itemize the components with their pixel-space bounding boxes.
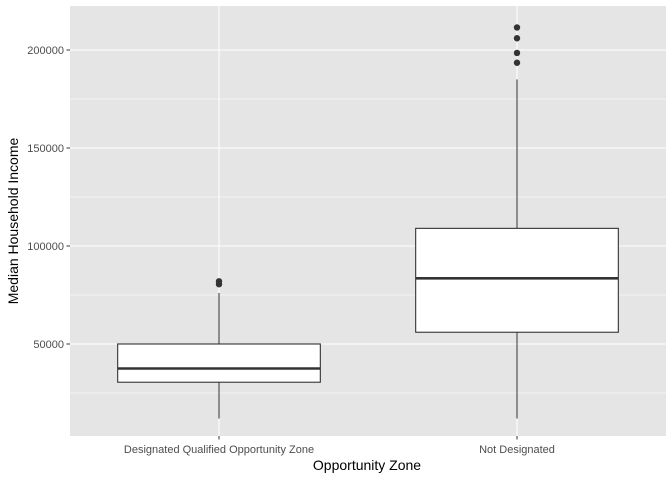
minor-gridlines bbox=[70, 98, 666, 394]
boxplot-2 bbox=[415, 24, 619, 419]
x-tick-label: Not Designated bbox=[479, 444, 555, 456]
box-series bbox=[117, 24, 619, 419]
iqr-box bbox=[415, 227, 619, 333]
outlier-point bbox=[513, 59, 521, 66]
outlier-point bbox=[513, 24, 521, 31]
boxplot-1 bbox=[117, 278, 321, 419]
y-tick-label: 100000 bbox=[27, 241, 64, 253]
y-tick-label: 50000 bbox=[33, 339, 64, 351]
outlier-point bbox=[513, 35, 521, 42]
y-axis: 50000 100000 150000 200000 bbox=[27, 45, 70, 351]
outlier-point bbox=[215, 278, 223, 285]
y-axis-title: Median Household Income bbox=[5, 138, 21, 305]
y-tick-label: 150000 bbox=[27, 143, 64, 155]
x-tick-label: Designated Qualified Opportunity Zone bbox=[124, 444, 314, 456]
x-axis-title: Opportunity Zone bbox=[313, 457, 421, 473]
x-axis: Designated Qualified Opportunity Zone Not… bbox=[124, 436, 555, 456]
y-tick-label: 200000 bbox=[27, 45, 64, 57]
iqr-box bbox=[117, 343, 321, 383]
outlier-point bbox=[513, 49, 521, 57]
